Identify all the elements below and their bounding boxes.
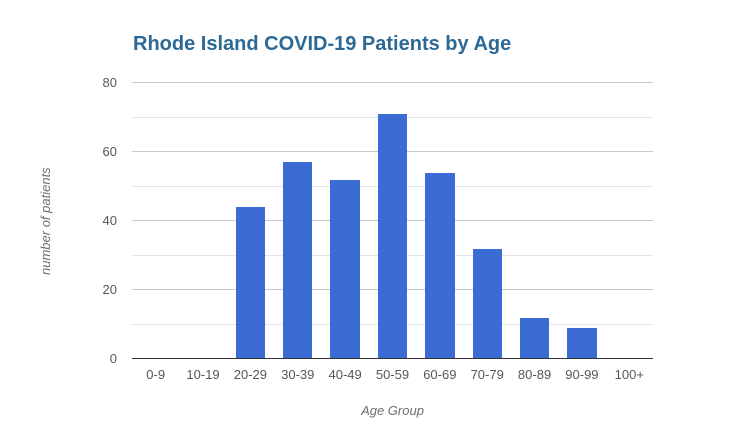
x-tick-label-90-99: 90-99 (565, 367, 599, 382)
bar-slot-0-9 (132, 83, 179, 359)
y-tick-label-40: 40 (102, 213, 117, 228)
x-tick-label-100+: 100+ (614, 367, 644, 382)
bar-90-99 (567, 327, 597, 359)
bar-slot-90-99 (558, 83, 605, 359)
x-tick-label-40-49: 40-49 (328, 367, 362, 382)
y-axis-title: number of patients (38, 167, 53, 275)
bar-20-29 (235, 207, 266, 359)
x-tick-label-70-79: 70-79 (470, 367, 504, 382)
y-tick-label-60: 60 (102, 144, 117, 159)
bar-70-79 (472, 248, 502, 359)
bar-slot-50-59 (369, 83, 416, 359)
bar-slot-40-49 (321, 83, 368, 359)
bar-slot-30-39 (274, 83, 321, 359)
bar-slot-80-89 (511, 83, 558, 359)
bar-50-59 (377, 114, 408, 359)
x-tick-label-20-29: 20-29 (233, 367, 268, 382)
x-axis-tick-labels: 0-9 10-19 20-29 30-39 40-49 50-59 60-69 70-79 80… (132, 360, 653, 382)
y-tick-label-80: 80 (102, 75, 117, 90)
bar-slot-100+ (606, 83, 653, 359)
x-tick-label-50-59: 50-59 (375, 367, 410, 382)
x-tick-label-80-89: 80-89 (517, 367, 552, 382)
bar-series (132, 83, 653, 359)
chart-title: Rhode Island COVID-19 Patients by Age (133, 33, 512, 55)
bar-40-49 (330, 179, 360, 359)
x-axis-title: Age Group (361, 403, 424, 418)
bar-30-39 (283, 162, 313, 359)
x-tick-label-30-39: 30-39 (281, 367, 315, 382)
bar-slot-60-69 (416, 83, 463, 359)
y-tick-label-0: 0 (109, 351, 117, 366)
bar-slot-70-79 (464, 83, 511, 359)
bar-80-89 (519, 317, 550, 359)
major-gridline-80 (132, 82, 653, 83)
x-tick-label-60-69: 60-69 (423, 367, 457, 382)
y-tick-label-20: 20 (102, 282, 117, 297)
bar-slot-20-29 (227, 83, 274, 359)
y-axis-tick-labels: 0 20 40 60 80 (70, 75, 117, 366)
bar-60-69 (425, 172, 455, 359)
bar-slot-10-19 (179, 83, 226, 359)
x-tick-label-10-19: 10-19 (186, 367, 220, 382)
x-tick-label-0-9: 0-9 (146, 367, 166, 382)
plot-area (132, 82, 653, 359)
x-axis-line (132, 358, 653, 359)
